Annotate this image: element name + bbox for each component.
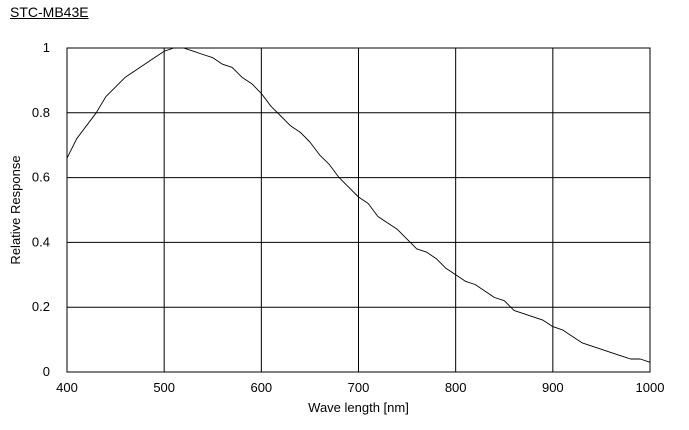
y-axis-label: Relative Response bbox=[8, 155, 23, 264]
x-tick-labels: 400 500 600 700 800 900 1000 bbox=[56, 380, 664, 395]
x-tick-label: 500 bbox=[153, 380, 175, 395]
grid bbox=[66, 47, 651, 373]
y-tick-label: 0.6 bbox=[32, 170, 50, 185]
y-tick-label: 0.8 bbox=[32, 105, 50, 120]
y-tick-label: 0.4 bbox=[32, 234, 50, 249]
y-tick-label: 1 bbox=[43, 40, 50, 55]
series-line-relative-response bbox=[66, 47, 651, 363]
x-axis-label: Wave length [nm] bbox=[308, 400, 409, 415]
y-tick-label: 0.2 bbox=[32, 299, 50, 314]
y-tick-labels: 0 0.2 0.4 0.6 0.8 1 bbox=[32, 40, 50, 379]
chart-title: STC-MB43E bbox=[10, 4, 89, 20]
x-tick-label: 800 bbox=[445, 380, 467, 395]
plot-frame bbox=[66, 47, 651, 373]
x-tick-label: 400 bbox=[56, 380, 78, 395]
x-tick-label: 1000 bbox=[636, 380, 665, 395]
y-tick-label: 0 bbox=[43, 364, 50, 379]
x-tick-label: 900 bbox=[542, 380, 564, 395]
x-tick-label: 600 bbox=[250, 380, 272, 395]
x-tick-label: 700 bbox=[348, 380, 370, 395]
